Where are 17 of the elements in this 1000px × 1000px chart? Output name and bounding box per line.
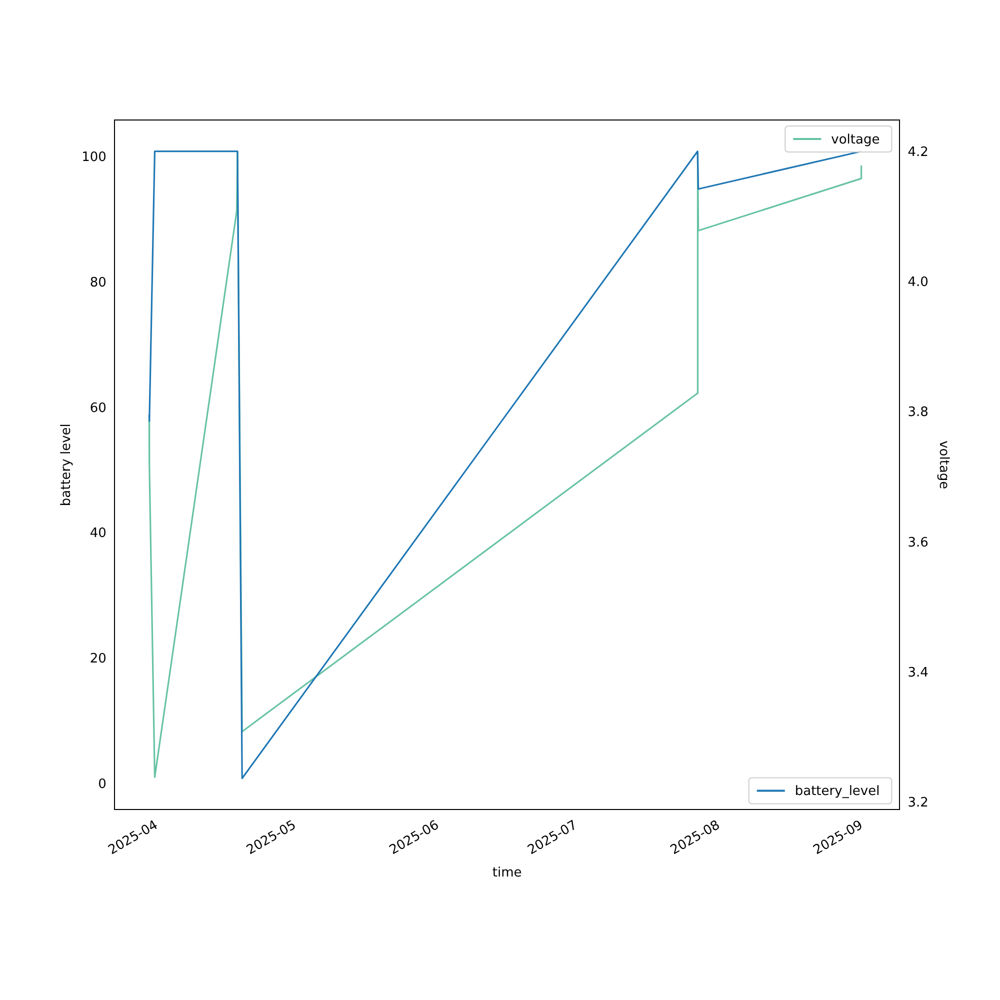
y2-tick-label: 4.2 (908, 144, 928, 160)
y2-tick-label: 3.6 (908, 535, 928, 550)
y2-tick-label: 3.4 (908, 665, 928, 680)
y-axis-title: battery level (59, 424, 74, 506)
y2-axis-title: voltage (936, 440, 951, 490)
y-tick-label: 40 (90, 526, 106, 542)
legend-label: voltage (831, 132, 880, 148)
y2-tick-label: 3.8 (908, 405, 928, 420)
y-tick-label: 20 (90, 652, 106, 667)
y-tick-label: 0 (98, 777, 106, 792)
y-tick-label: 60 (90, 400, 106, 416)
y2-tick-label: 3.2 (908, 796, 928, 811)
y-tick-label: 80 (90, 275, 106, 290)
legend-label: battery_level (794, 784, 880, 800)
y-tick-label: 100 (82, 150, 106, 165)
y2-tick-label: 4.0 (908, 275, 928, 290)
x-axis-title: time (492, 866, 522, 881)
